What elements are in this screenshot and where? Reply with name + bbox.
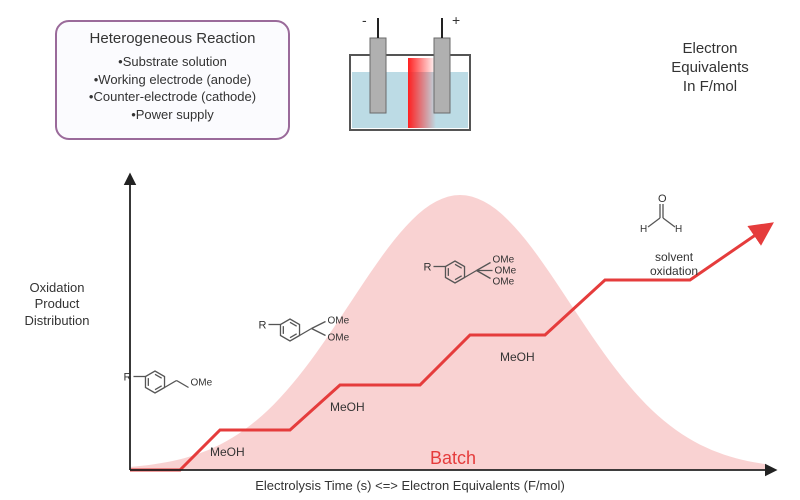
svg-text:OMe: OMe	[495, 266, 517, 277]
step-label: MeOH	[210, 445, 245, 459]
svg-text:O: O	[658, 193, 667, 205]
step-label: MeOH	[500, 350, 535, 364]
svg-text:OMe: OMe	[328, 316, 350, 327]
svg-text:OMe: OMe	[493, 255, 515, 266]
svg-text:OMe: OMe	[493, 277, 515, 288]
svg-text:OMe: OMe	[191, 378, 213, 389]
svg-text:R: R	[423, 262, 431, 274]
x-axis-label: Electrolysis Time (s) <=> Electron Equiv…	[230, 478, 590, 493]
batch-label: Batch	[430, 448, 476, 469]
svg-text:H: H	[675, 224, 682, 235]
formaldehyde-label: solvent oxidation	[650, 250, 698, 278]
svg-text:OMe: OMe	[328, 333, 350, 344]
step-label: MeOH	[330, 400, 365, 414]
svg-text:R: R	[123, 372, 131, 384]
svg-text:R: R	[258, 320, 266, 332]
svg-text:H: H	[640, 224, 647, 235]
